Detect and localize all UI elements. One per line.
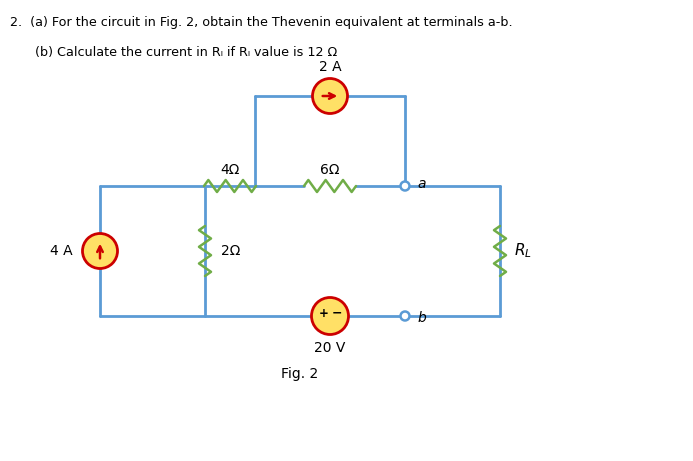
Text: 6Ω: 6Ω: [320, 163, 340, 177]
Text: 2Ω: 2Ω: [221, 244, 240, 258]
Text: 20 V: 20 V: [315, 341, 346, 355]
Text: 4 A: 4 A: [51, 244, 73, 258]
Circle shape: [311, 297, 349, 335]
Circle shape: [401, 182, 410, 190]
Text: (b) Calculate the current in Rₗ if Rₗ value is 12 Ω: (b) Calculate the current in Rₗ if Rₗ va…: [35, 46, 337, 59]
Text: 2 A: 2 A: [319, 60, 342, 74]
Text: 4Ω: 4Ω: [220, 163, 240, 177]
Text: b: b: [417, 311, 426, 325]
Circle shape: [313, 78, 347, 113]
Text: +: +: [318, 307, 328, 319]
Text: −: −: [331, 307, 342, 319]
Text: $R_L$: $R_L$: [514, 242, 532, 260]
Text: Fig. 2: Fig. 2: [281, 367, 319, 381]
Text: 2.  (a) For the circuit in Fig. 2, obtain the Thevenin equivalent at terminals a: 2. (a) For the circuit in Fig. 2, obtain…: [10, 16, 513, 29]
Text: a: a: [417, 177, 426, 191]
Circle shape: [82, 234, 118, 268]
Circle shape: [401, 312, 410, 320]
